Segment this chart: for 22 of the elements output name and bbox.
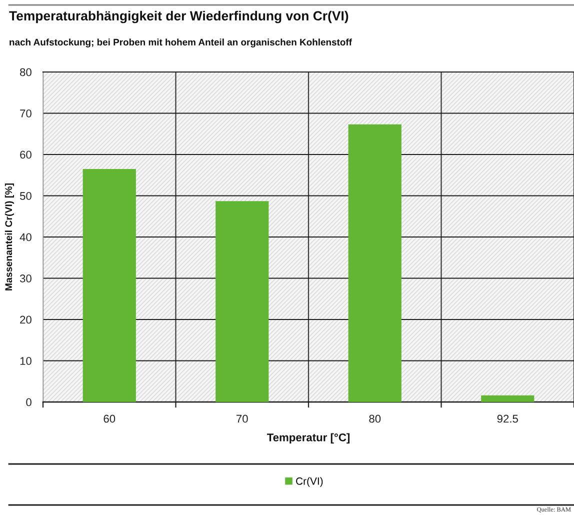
bar: [216, 201, 269, 402]
y-tick-label: 10: [20, 357, 32, 365]
y-tick-label: 40: [20, 233, 32, 242]
x-tick-label: 80: [369, 414, 381, 423]
y-axis-title: Massenanteil Cr(VI) [%]: [4, 184, 14, 290]
legend-label: Cr(VI): [296, 477, 323, 487]
y-tick-label: 20: [20, 316, 32, 324]
bar: [82, 168, 136, 402]
y-tick-label: 80: [20, 68, 32, 76]
x-tick-label: 60: [104, 414, 116, 423]
y-tick-label: 60: [20, 150, 32, 159]
x-tick-label: 70: [236, 414, 248, 423]
y-tick-label: 70: [20, 110, 32, 118]
y-tick-label: 50: [20, 192, 32, 200]
y-tick-label: 30: [20, 274, 32, 282]
x-axis-title: Temperatur [°C]: [266, 433, 350, 444]
x-tick-label: 92.5: [497, 414, 518, 423]
bar: [481, 395, 534, 402]
bar: [348, 124, 402, 402]
chart-title: Temperaturabhängigkeit der Wiederfindung von Cr(VI): [9, 10, 348, 24]
chart-subtitle: nach Aufstockung; bei Proben mit hohem Anteil an organischen Kohlenstoff: [10, 38, 352, 48]
y-tick-label: 0: [26, 398, 32, 406]
